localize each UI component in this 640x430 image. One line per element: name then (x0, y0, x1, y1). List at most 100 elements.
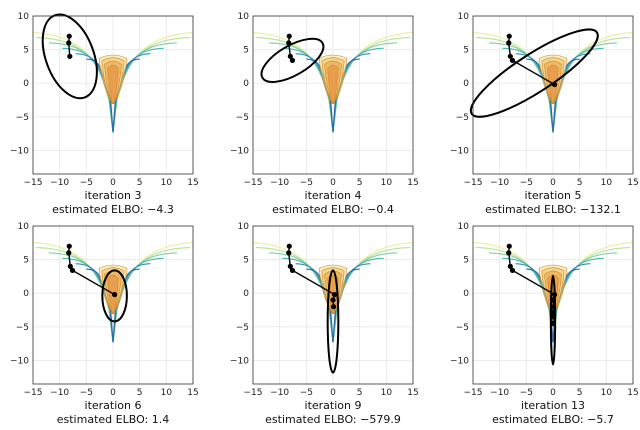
path-point (506, 33, 512, 39)
mode-contour (327, 64, 339, 104)
y-tick-label: 5 (23, 46, 29, 56)
variational-ellipse (41, 13, 98, 100)
x-tick-label: 15 (407, 388, 418, 398)
y-tick-label: 10 (458, 12, 470, 22)
x-tick-label: 10 (601, 178, 613, 188)
x-tick-label: 5 (577, 178, 583, 188)
x-tick-label: 15 (187, 178, 198, 188)
x-tick-label: −15 (24, 178, 43, 188)
y-tick-label: 0 (23, 79, 29, 89)
variational-ellipse (549, 274, 557, 366)
optimization-path (66, 243, 118, 298)
y-tick-label: 0 (243, 289, 249, 299)
panel-3: −15 −10 −5 0 5 10 15 10 5 0 −5 −10 iteration 5estima… (450, 12, 639, 216)
plot-frame (32, 15, 194, 175)
plot-frame (252, 15, 414, 175)
x-tick-label: 0 (330, 388, 336, 398)
x-tick-label: 10 (381, 388, 393, 398)
path-point (506, 243, 512, 249)
y-tick-label: −5 (16, 113, 29, 123)
y-tick-label: 0 (463, 289, 469, 299)
x-tick-label: 5 (137, 178, 143, 188)
y-tick-label: −5 (16, 323, 29, 333)
x-tick-label: −15 (464, 178, 483, 188)
x-tick-label: 0 (550, 178, 556, 188)
grid (32, 15, 194, 174)
panel-2: −15 −10 −5 0 5 10 15 10 5 0 −5 −10 iteration 4estima… (230, 12, 419, 216)
x-tick-label: 5 (357, 388, 363, 398)
x-tick-label: 0 (110, 388, 116, 398)
x-tick-label: 15 (627, 178, 638, 188)
contour-line (86, 268, 140, 343)
panel-5: −15 −10 −5 0 5 10 15 10 5 0 −5 −10 iteration 9estima… (230, 222, 419, 426)
iteration-label: iteration 6 (85, 399, 142, 412)
path-point (330, 297, 336, 303)
x-tick-label: 0 (330, 178, 336, 188)
y-tick-label: 0 (463, 79, 469, 89)
iteration-label: iteration 4 (305, 189, 362, 202)
y-tick-label: −10 (10, 146, 29, 156)
x-tick-label: 5 (357, 178, 363, 188)
path-line (68, 36, 71, 57)
x-tick-label: 5 (137, 388, 143, 398)
x-tick-label: −10 (270, 178, 289, 188)
optimization-path (506, 33, 558, 88)
y-tick-label: 0 (23, 289, 29, 299)
x-tick-label: −5 (520, 388, 533, 398)
x-tick-label: 5 (577, 388, 583, 398)
y-tick-label: −10 (10, 356, 29, 366)
x-tick-label: −15 (24, 388, 43, 398)
iteration-label: iteration 5 (525, 189, 582, 202)
x-tick-label: −5 (300, 388, 313, 398)
path-point (509, 267, 516, 273)
variational-ellipse (260, 37, 325, 83)
panel-4: −15 −10 −5 0 5 10 15 10 5 0 −5 −10 iteration 6estima… (10, 222, 199, 426)
y-tick-label: −10 (450, 146, 469, 156)
variational-ellipse (101, 269, 128, 323)
y-tick-label: 5 (463, 256, 469, 266)
plot-frame (252, 225, 414, 385)
path-point (66, 250, 72, 256)
path-point (506, 250, 512, 256)
contour-line (526, 58, 580, 133)
path-point (112, 291, 118, 298)
elbo-label: estimated ELBO: −0.4 (272, 203, 394, 216)
variational-ellipse (469, 28, 599, 118)
x-tick-label: −10 (270, 388, 289, 398)
y-tick-label: 10 (238, 12, 250, 22)
path-point (509, 57, 516, 63)
y-tick-label: −10 (230, 146, 249, 156)
plot-frame (472, 225, 634, 385)
plot-frame (472, 15, 634, 175)
path-point (66, 40, 72, 46)
path-point (332, 291, 338, 298)
target-contours (33, 32, 193, 133)
x-tick-label: −5 (520, 178, 533, 188)
x-tick-label: −10 (490, 178, 509, 188)
panel-6: −15 −10 −5 0 5 10 15 10 5 0 −5 −10 iteration 13estim… (450, 222, 639, 426)
y-tick-label: 5 (243, 46, 249, 56)
path-point (286, 250, 292, 256)
y-tick-label: −10 (450, 356, 469, 366)
path-point (330, 304, 337, 310)
x-tick-label: −15 (244, 178, 263, 188)
elbo-label: estimated ELBO: −5.7 (492, 413, 614, 426)
contour-line (86, 58, 140, 133)
contour-line (306, 58, 360, 133)
x-tick-label: −5 (300, 178, 313, 188)
x-tick-label: 0 (550, 388, 556, 398)
y-tick-label: 10 (238, 222, 250, 232)
iteration-label: iteration 13 (521, 399, 585, 412)
path-point (69, 267, 76, 273)
y-tick-label: −5 (456, 113, 469, 123)
x-tick-label: 10 (381, 178, 393, 188)
variational-ellipse (326, 269, 340, 374)
path-point (286, 33, 292, 39)
x-tick-label: 15 (627, 388, 638, 398)
panel-1: −15 −10 −5 0 5 10 15 10 5 0 −5 −10 iteration 3estima… (10, 12, 199, 216)
iteration-label: iteration 3 (85, 189, 142, 202)
y-tick-label: −10 (230, 356, 249, 366)
path-point (66, 33, 72, 39)
contour-line (526, 268, 580, 343)
